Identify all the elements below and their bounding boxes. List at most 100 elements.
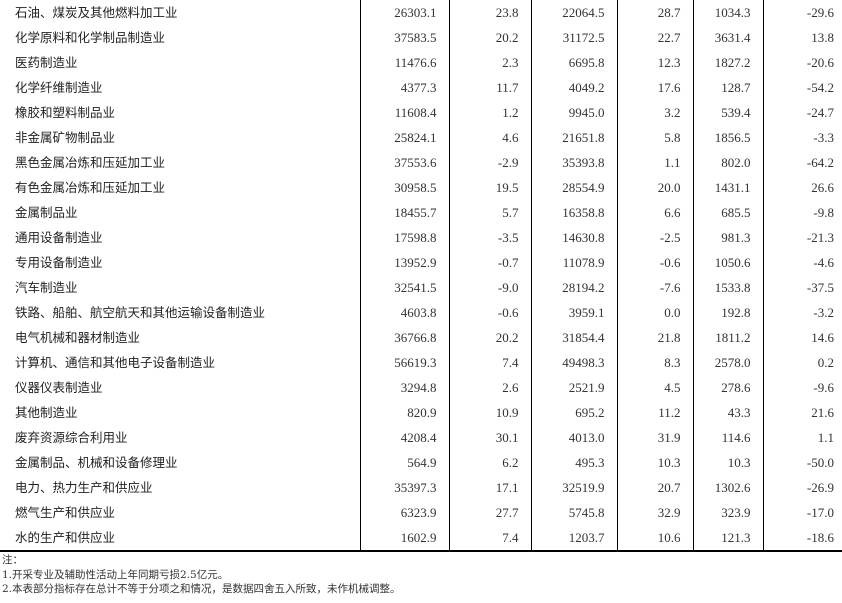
value-cell: 981.3 <box>692 225 763 250</box>
value-cell: 1050.6 <box>692 250 763 275</box>
industry-name: 金属制品业 <box>15 205 78 220</box>
value-cell: 31854.4 <box>530 325 617 350</box>
industry-name: 化学纤维制造业 <box>15 80 103 95</box>
value-cell: 6323.9 <box>359 500 449 525</box>
value-cell: 27.7 <box>448 500 531 525</box>
value-cell: 25824.1 <box>359 125 449 150</box>
value-cell: 114.6 <box>692 425 763 450</box>
table-row: 金属制品、机械和设备修理业 564.9 6.2 495.3 10.3 10.3 -50.0 <box>0 450 842 475</box>
industry-name: 石油、煤炭及其他燃料加工业 <box>15 5 178 20</box>
value-cell: 22.7 <box>616 25 693 50</box>
industry-name: 专用设备制造业 <box>15 255 103 270</box>
industry-name: 医药制造业 <box>15 55 78 70</box>
table-row: 化学原料和化学制品制造业 37583.5 20.2 31172.5 22.7 3631.4… <box>0 25 842 50</box>
value-cell: 17.1 <box>448 475 531 500</box>
industry-name: 仪器仪表制造业 <box>15 380 103 395</box>
value-cell: 30958.5 <box>359 175 449 200</box>
value-cell: -17.0 <box>762 500 842 525</box>
value-cell: 1602.9 <box>359 525 449 551</box>
value-cell: 495.3 <box>530 450 617 475</box>
value-cell: 820.9 <box>359 400 449 425</box>
value-cell: 6.6 <box>616 200 693 225</box>
table-row: 医药制造业 11476.6 2.3 6695.8 12.3 1827.2 -20.6 <box>0 50 842 75</box>
value-cell: -24.7 <box>762 100 842 125</box>
table-row: 计算机、通信和其他电子设备制造业 56619.3 7.4 49498.3 8.3 2578… <box>0 350 842 375</box>
value-cell: 17.6 <box>616 75 693 100</box>
table-row: 其他制造业 820.9 10.9 695.2 11.2 43.3 21.6 <box>0 400 842 425</box>
value-cell: 564.9 <box>359 450 449 475</box>
value-cell: 22064.5 <box>530 0 617 25</box>
table-row: 橡胶和塑料制品业 11608.4 1.2 9945.0 3.2 539.4 -24.7 <box>0 100 842 125</box>
value-cell: 121.3 <box>692 525 763 551</box>
value-cell: 11476.6 <box>359 50 449 75</box>
table-row: 水的生产和供应业 1602.9 7.4 1203.7 10.6 121.3 -18.6 <box>0 525 842 551</box>
value-cell: 10.3 <box>692 450 763 475</box>
value-cell: -9.6 <box>762 375 842 400</box>
value-cell: 11608.4 <box>359 100 449 125</box>
value-cell: 3631.4 <box>692 25 763 50</box>
value-cell: 13.8 <box>762 25 842 50</box>
industry-name: 非金属矿物制品业 <box>15 130 116 145</box>
industry-data-table: 石油、煤炭及其他燃料加工业 26303.1 23.8 22064.5 28.7 1034.… <box>0 0 842 552</box>
value-cell: 13952.9 <box>359 250 449 275</box>
value-cell: 0.2 <box>762 350 842 375</box>
value-cell: 49498.3 <box>530 350 617 375</box>
value-cell: 1.2 <box>448 100 531 125</box>
value-cell: 4049.2 <box>530 75 617 100</box>
value-cell: 20.0 <box>616 175 693 200</box>
value-cell: 32.9 <box>616 500 693 525</box>
industry-name: 铁路、船舶、航空航天和其他运输设备制造业 <box>15 305 266 320</box>
value-cell: 1431.1 <box>692 175 763 200</box>
value-cell: 2.6 <box>448 375 531 400</box>
table-notes: 注： 1.开采专业及辅助性活动上年同期亏损2.5亿元。 2.本表部分指标存在总计… <box>2 553 401 597</box>
value-cell: 37583.5 <box>359 25 449 50</box>
value-cell: 35393.8 <box>530 150 617 175</box>
value-cell: 6695.8 <box>530 50 617 75</box>
value-cell: -20.6 <box>762 50 842 75</box>
industry-name: 汽车制造业 <box>15 280 78 295</box>
value-cell: 10.6 <box>616 525 693 551</box>
value-cell: 128.7 <box>692 75 763 100</box>
value-cell: 1.1 <box>762 425 842 450</box>
value-cell: 32541.5 <box>359 275 449 300</box>
value-cell: 8.3 <box>616 350 693 375</box>
industry-name: 橡胶和塑料制品业 <box>15 105 116 120</box>
table-row: 电力、热力生产和供应业 35397.3 17.1 32519.9 20.7 1302.6-… <box>0 475 842 500</box>
value-cell: 1.1 <box>616 150 693 175</box>
table-row: 黑色金属冶炼和压延加工业 37553.6 -2.9 35393.8 1.1 802.0 -6… <box>0 150 842 175</box>
value-cell: 5.8 <box>616 125 693 150</box>
industry-name: 电力、热力生产和供应业 <box>15 480 153 495</box>
industry-name: 燃气生产和供应业 <box>15 505 116 520</box>
value-cell: 35397.3 <box>359 475 449 500</box>
table-row: 石油、煤炭及其他燃料加工业 26303.1 23.8 22064.5 28.7 1034.… <box>0 0 842 25</box>
industry-name: 其他制造业 <box>15 405 78 420</box>
value-cell: 323.9 <box>692 500 763 525</box>
industry-name: 通用设备制造业 <box>15 230 103 245</box>
industry-name: 水的生产和供应业 <box>15 530 116 545</box>
value-cell: 0.0 <box>616 300 693 325</box>
value-cell: 278.6 <box>692 375 763 400</box>
value-cell: 18455.7 <box>359 200 449 225</box>
value-cell: 14630.8 <box>530 225 617 250</box>
table-row: 仪器仪表制造业 3294.8 2.6 2521.9 4.5 278.6 -9.6 <box>0 375 842 400</box>
value-cell: 1533.8 <box>692 275 763 300</box>
table-row: 电气机械和器材制造业 36766.8 20.2 31854.4 21.8 1811.2 14… <box>0 325 842 350</box>
value-cell: -0.7 <box>448 250 531 275</box>
table-row: 燃气生产和供应业 6323.9 27.7 5745.8 32.9 323.9 -17.0 <box>0 500 842 525</box>
value-cell: 1302.6 <box>692 475 763 500</box>
value-cell: -50.0 <box>762 450 842 475</box>
value-cell: -0.6 <box>616 250 693 275</box>
value-cell: 30.1 <box>448 425 531 450</box>
value-cell: 4.5 <box>616 375 693 400</box>
value-cell: 4377.3 <box>359 75 449 100</box>
table-row: 铁路、船舶、航空航天和其他运输设备制造业 4603.8 -0.6 3959.1 0.0 1… <box>0 300 842 325</box>
value-cell: 1856.5 <box>692 125 763 150</box>
value-cell: -2.5 <box>616 225 693 250</box>
value-cell: 20.2 <box>448 325 531 350</box>
table-row: 专用设备制造业 13952.9 -0.7 11078.9 -0.6 1050.6 -4.6 <box>0 250 842 275</box>
value-cell: -18.6 <box>762 525 842 551</box>
value-cell: 1811.2 <box>692 325 763 350</box>
value-cell: -54.2 <box>762 75 842 100</box>
value-cell: 20.7 <box>616 475 693 500</box>
industry-name: 金属制品、机械和设备修理业 <box>15 455 178 470</box>
